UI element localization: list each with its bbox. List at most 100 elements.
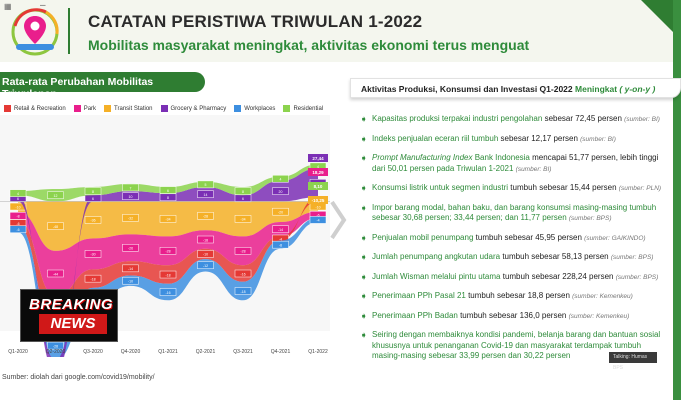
legend-swatch [4, 105, 11, 112]
value-label: -18 [240, 290, 245, 294]
end-label-chip [308, 182, 328, 190]
value-chip [47, 222, 64, 230]
value-chip [234, 187, 252, 195]
bullet-text: Penerimaan PPh Pasal 21 [372, 291, 469, 300]
x-tick-label: Q3-2020 [83, 349, 103, 355]
bullet-value: tumbuh sebesar 15,44 persen [510, 183, 619, 192]
bullet-text: Indeks penjualan eceran riil tumbuh [372, 133, 501, 143]
bullet-source: (sumber: Kemenkeu) [568, 312, 630, 320]
chevron-right-icon [330, 200, 347, 240]
value-label: -4 [316, 219, 319, 223]
value-label: 7 [130, 186, 132, 190]
bullet-list: ➧ Kapasitas produksi terpakai industri pe… [360, 114, 681, 370]
legend-swatch [104, 105, 112, 112]
grid-icon[interactable]: ▦ [4, 2, 12, 11]
bullet-value: tumbuh sebesar 58,13 persen [502, 252, 611, 261]
value-chip [122, 214, 139, 222]
value-label: -20 [278, 211, 283, 215]
bullet-arrow-icon: ➧ [360, 271, 368, 282]
bullet-source: (sumber: BPS) [610, 254, 654, 261]
bullet-arrow-icon: ➧ [360, 114, 368, 124]
bullet-item: ➧ Konsumsi listrik untuk segmen industri … [360, 183, 681, 195]
value-chip [234, 215, 252, 223]
right-heading-yoy: ( y-on-y ) [619, 84, 656, 94]
value-label: -28 [165, 250, 170, 254]
right-edge-bar [673, 0, 681, 400]
value-label: -28 [240, 250, 245, 254]
legend-label: Residential [293, 105, 324, 112]
value-label: -8 [279, 243, 282, 247]
value-label: 20 [279, 190, 283, 194]
end-label: 18,29 [312, 170, 324, 175]
right-heading: Aktivitas Produksi, Konsumsi dan Investa… [350, 78, 681, 98]
value-label: -26 [128, 247, 133, 251]
chart-legend: Retail & Recreation Park Transit Station Gr… [4, 105, 326, 112]
value-label: -18 [90, 277, 95, 281]
bullet-item: ➧ Jumlah penumpang angkutan udara tumbuh … [360, 252, 681, 264]
bullet-arrow-icon: ➧ [360, 202, 368, 213]
x-tick-label: Q1-2020 [8, 349, 28, 355]
page-subtitle: Mobilitas masyarakat meningkat, aktivita… [88, 37, 530, 53]
value-label: 6 [92, 197, 94, 201]
value-chip [47, 269, 64, 278]
value-chip [197, 190, 214, 198]
bullet-value: sebesar 12,17 persen [500, 133, 581, 143]
bullet-source: (sumber: BI) [515, 165, 552, 173]
bullet-source: (sumber: BI) [580, 135, 616, 143]
value-chip [272, 174, 289, 183]
value-chip [47, 191, 64, 199]
legend-item: Retail & Recreation [4, 105, 66, 112]
legend-swatch [234, 105, 242, 112]
minimize-icon[interactable]: – [40, 0, 46, 11]
legend-item: Grocery & Pharmacy [160, 105, 226, 112]
x-tick-label: Q2-2020 [46, 349, 66, 355]
bullet-arrow-icon: ➧ [360, 291, 368, 301]
bullet-arrow-icon: ➧ [360, 310, 368, 321]
value-chip [84, 216, 102, 224]
bullet-continuation: sebesar 30,68 persen; 33,44 persen; dan … [372, 213, 569, 222]
value-label: -30 [90, 253, 95, 257]
value-label: -16 [240, 272, 245, 276]
bullet-value: tumbuh sebesar 45,95 persen [475, 232, 585, 242]
value-chip [122, 192, 139, 200]
value-chip [272, 187, 289, 195]
value-chip [159, 288, 177, 296]
value-label: -18 [203, 238, 208, 242]
value-label: 6 [17, 197, 19, 201]
value-chip [84, 274, 102, 283]
bullet-arrow-icon: ➧ [360, 183, 368, 193]
page-title: CATATAN PERISTIWA TRIWULAN 1-2022 [88, 12, 423, 31]
x-tick-label: Q4-2021 [271, 349, 291, 355]
value-chip [234, 247, 252, 255]
legend-label: Retail & Recreation [14, 105, 66, 112]
value-label: -6 [16, 222, 19, 226]
x-tick-label: Q4-2020 [121, 349, 141, 355]
bullet-continuation: khususnya untuk penanganan Covid-19 dan … [372, 340, 642, 350]
series-band-workplaces [18, 217, 318, 357]
value-label: 12 [54, 194, 58, 198]
bullet-item: ➧ Seiring dengan membaiknya kondisi pande… [360, 330, 681, 362]
bullet-item: ➧ Penjualan mobil penumpang tumbuh sebesa… [360, 233, 681, 245]
value-label: 6 [242, 197, 244, 201]
value-label: -28 [203, 215, 208, 219]
value-chip [197, 235, 214, 244]
bullet-source: (sumber: Kemenkeu) [572, 293, 633, 300]
value-chip [159, 247, 177, 255]
value-label: -10 [203, 253, 208, 257]
value-label: -32 [128, 217, 133, 221]
legend-label: Transit Station [114, 105, 153, 112]
bullet-source: (sumber: BI) [624, 116, 660, 123]
legend-item: Park [73, 105, 96, 112]
bullet-arrow-icon: ➧ [360, 133, 368, 144]
bullet-item: ➧ Indeks penjualan eceran riil tumbuh seb… [360, 134, 681, 146]
bullet-item: ➧ Penerimaan PPh Badan tumbuh sebesar 136… [360, 311, 681, 323]
talking-tooltip: Talking: Humas BPS [609, 352, 657, 371]
bullet-text: Penjualan mobil penumpang [372, 232, 476, 242]
bullet-text: Kapasitas produksi terpakai industri pen… [372, 114, 545, 123]
bullet-value: tumbuh sebesar 18,8 persen [468, 291, 573, 300]
value-label: -28 [53, 344, 58, 348]
series-band-transit-station [18, 201, 318, 251]
bullet-item: ➧ Penerimaan PPh Pasal 21 tumbuh sebesar … [360, 291, 681, 303]
value-label: 4 [17, 192, 19, 196]
end-label-chip [308, 168, 328, 176]
